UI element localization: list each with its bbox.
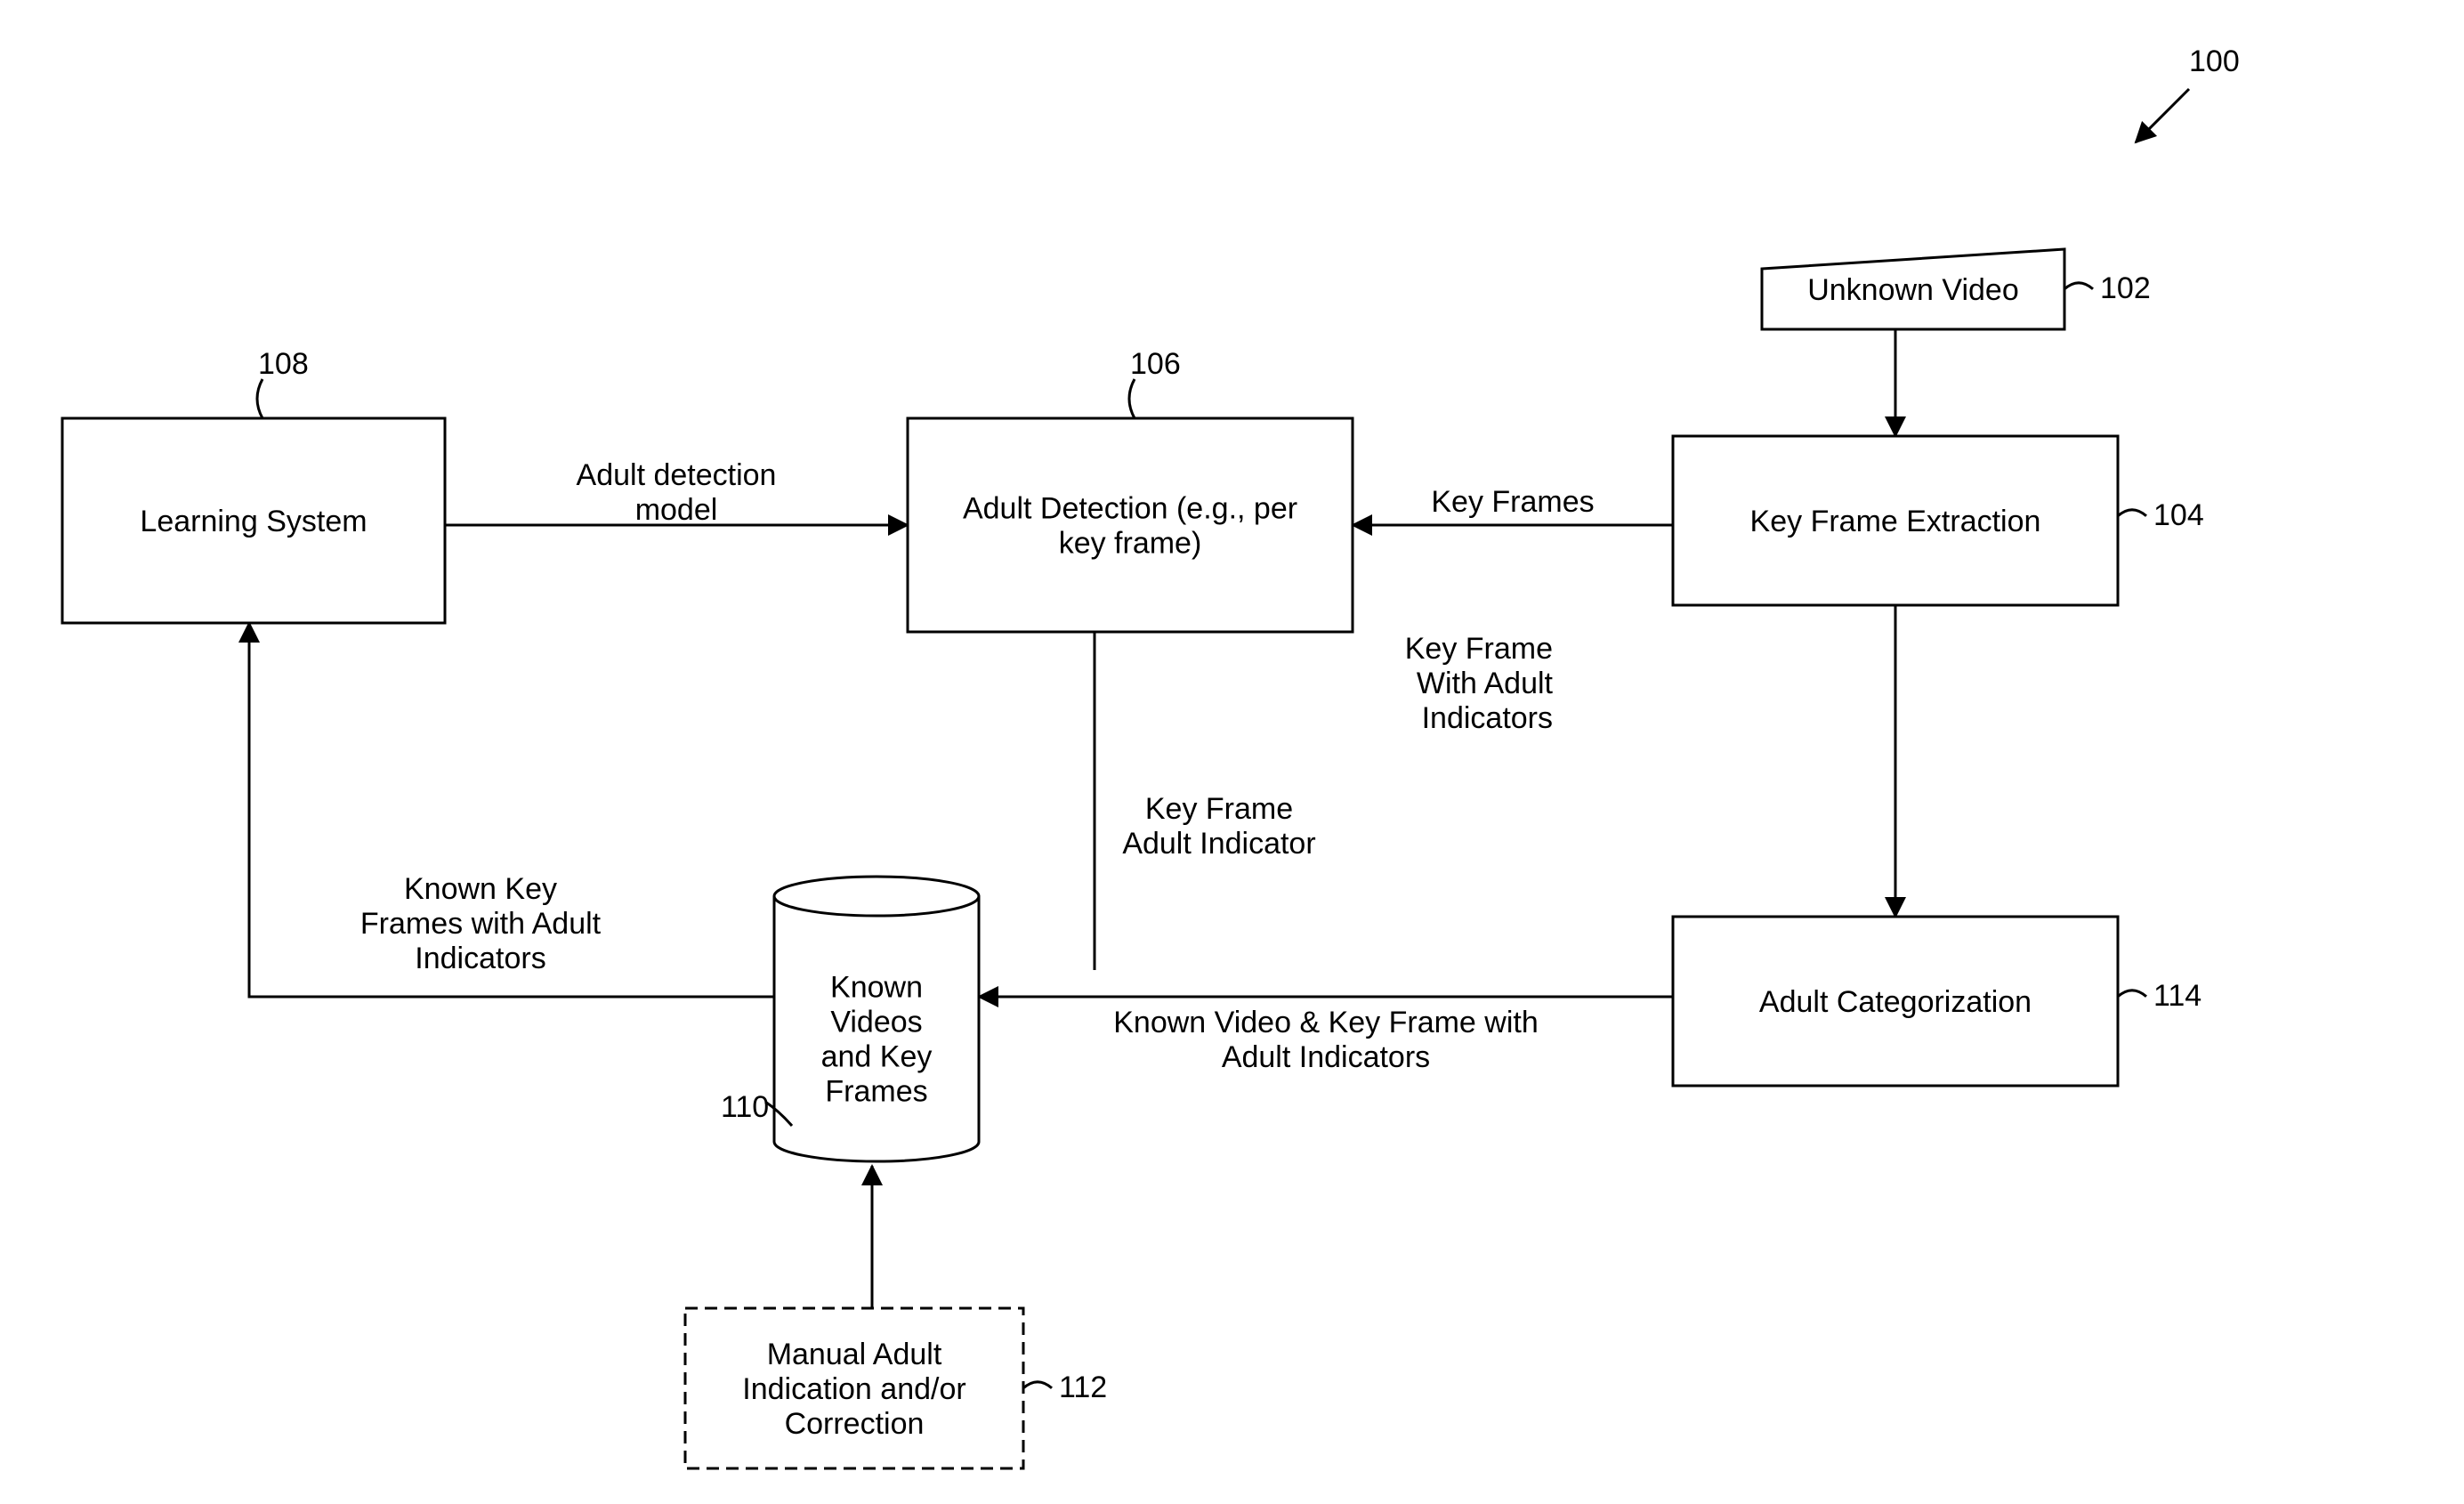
edge-label-e5: Key FrameAdult Indicator [1122, 792, 1315, 861]
svg-text:Learning System: Learning System [140, 505, 367, 538]
node-label-n102: Unknown Video [1807, 273, 2019, 307]
edge-label-e2: Key Frames [1431, 485, 1594, 519]
svg-text:model: model [635, 493, 718, 527]
svg-text:key frame): key frame) [1059, 526, 1202, 560]
node-n102: Unknown Video [1762, 249, 2064, 329]
ref-108: 108 [258, 347, 309, 381]
edge-label-e4: Key FrameWith AdultIndicators [1405, 632, 1554, 735]
node-label-n114: Adult Categorization [1759, 985, 2032, 1019]
ref-110: 110 [721, 1090, 769, 1124]
svg-text:Adult Detection (e.g., per: Adult Detection (e.g., per [963, 491, 1297, 525]
svg-text:Key Frames: Key Frames [1431, 485, 1594, 519]
edge-label-e6: Known Video & Key Frame withAdult Indica… [1113, 1006, 1539, 1074]
ref-106: 106 [1130, 347, 1181, 381]
svg-text:Frames: Frames [825, 1075, 927, 1109]
node-label-n110: KnownVideosand KeyFrames [821, 970, 933, 1108]
figure-ref-100: 100 [2189, 44, 2240, 78]
node-n110: KnownVideosand KeyFrames [774, 877, 979, 1161]
svg-text:Indicators: Indicators [1422, 701, 1553, 735]
svg-text:Unknown Video: Unknown Video [1807, 273, 2019, 307]
node-n112: Manual AdultIndication and/orCorrection [685, 1308, 1023, 1468]
ref-114: 114 [2153, 979, 2201, 1013]
edge-label-e1: Adult detectionmodel [577, 458, 777, 527]
svg-text:Videos: Videos [830, 1005, 922, 1039]
edge-label-e7: Known KeyFrames with AdultIndicators [360, 872, 602, 975]
node-label-n104: Key Frame Extraction [1750, 505, 2041, 538]
ref-112: 112 [1059, 1371, 1107, 1404]
svg-text:Indicators: Indicators [415, 942, 545, 975]
svg-text:Adult Indicator: Adult Indicator [1122, 827, 1315, 861]
node-n104: Key Frame Extraction [1673, 436, 2118, 605]
svg-text:Key Frame: Key Frame [1405, 632, 1553, 666]
svg-text:Known: Known [830, 970, 923, 1004]
svg-text:Indication and/or: Indication and/or [742, 1372, 965, 1406]
node-n108: Learning System [62, 418, 445, 623]
ref-102: 102 [2100, 271, 2151, 305]
svg-text:Known Video & Key Frame with: Known Video & Key Frame with [1113, 1006, 1539, 1039]
svg-text:Correction: Correction [785, 1407, 925, 1441]
svg-text:With Adult: With Adult [1417, 667, 1554, 700]
node-n106: Adult Detection (e.g., perkey frame) [908, 418, 1353, 632]
svg-text:Frames with Adult: Frames with Adult [360, 907, 602, 941]
svg-text:Key Frame: Key Frame [1145, 792, 1293, 826]
svg-text:Adult Categorization: Adult Categorization [1759, 985, 2032, 1019]
node-n114: Adult Categorization [1673, 917, 2118, 1086]
node-label-n108: Learning System [140, 505, 367, 538]
svg-text:and Key: and Key [821, 1039, 933, 1073]
svg-text:Key Frame Extraction: Key Frame Extraction [1750, 505, 2041, 538]
svg-text:Manual Adult: Manual Adult [767, 1338, 942, 1371]
svg-text:Adult detection: Adult detection [577, 458, 777, 492]
ref-104: 104 [2153, 498, 2204, 532]
svg-text:Known Key: Known Key [404, 872, 557, 906]
svg-text:Adult Indicators: Adult Indicators [1222, 1040, 1430, 1074]
